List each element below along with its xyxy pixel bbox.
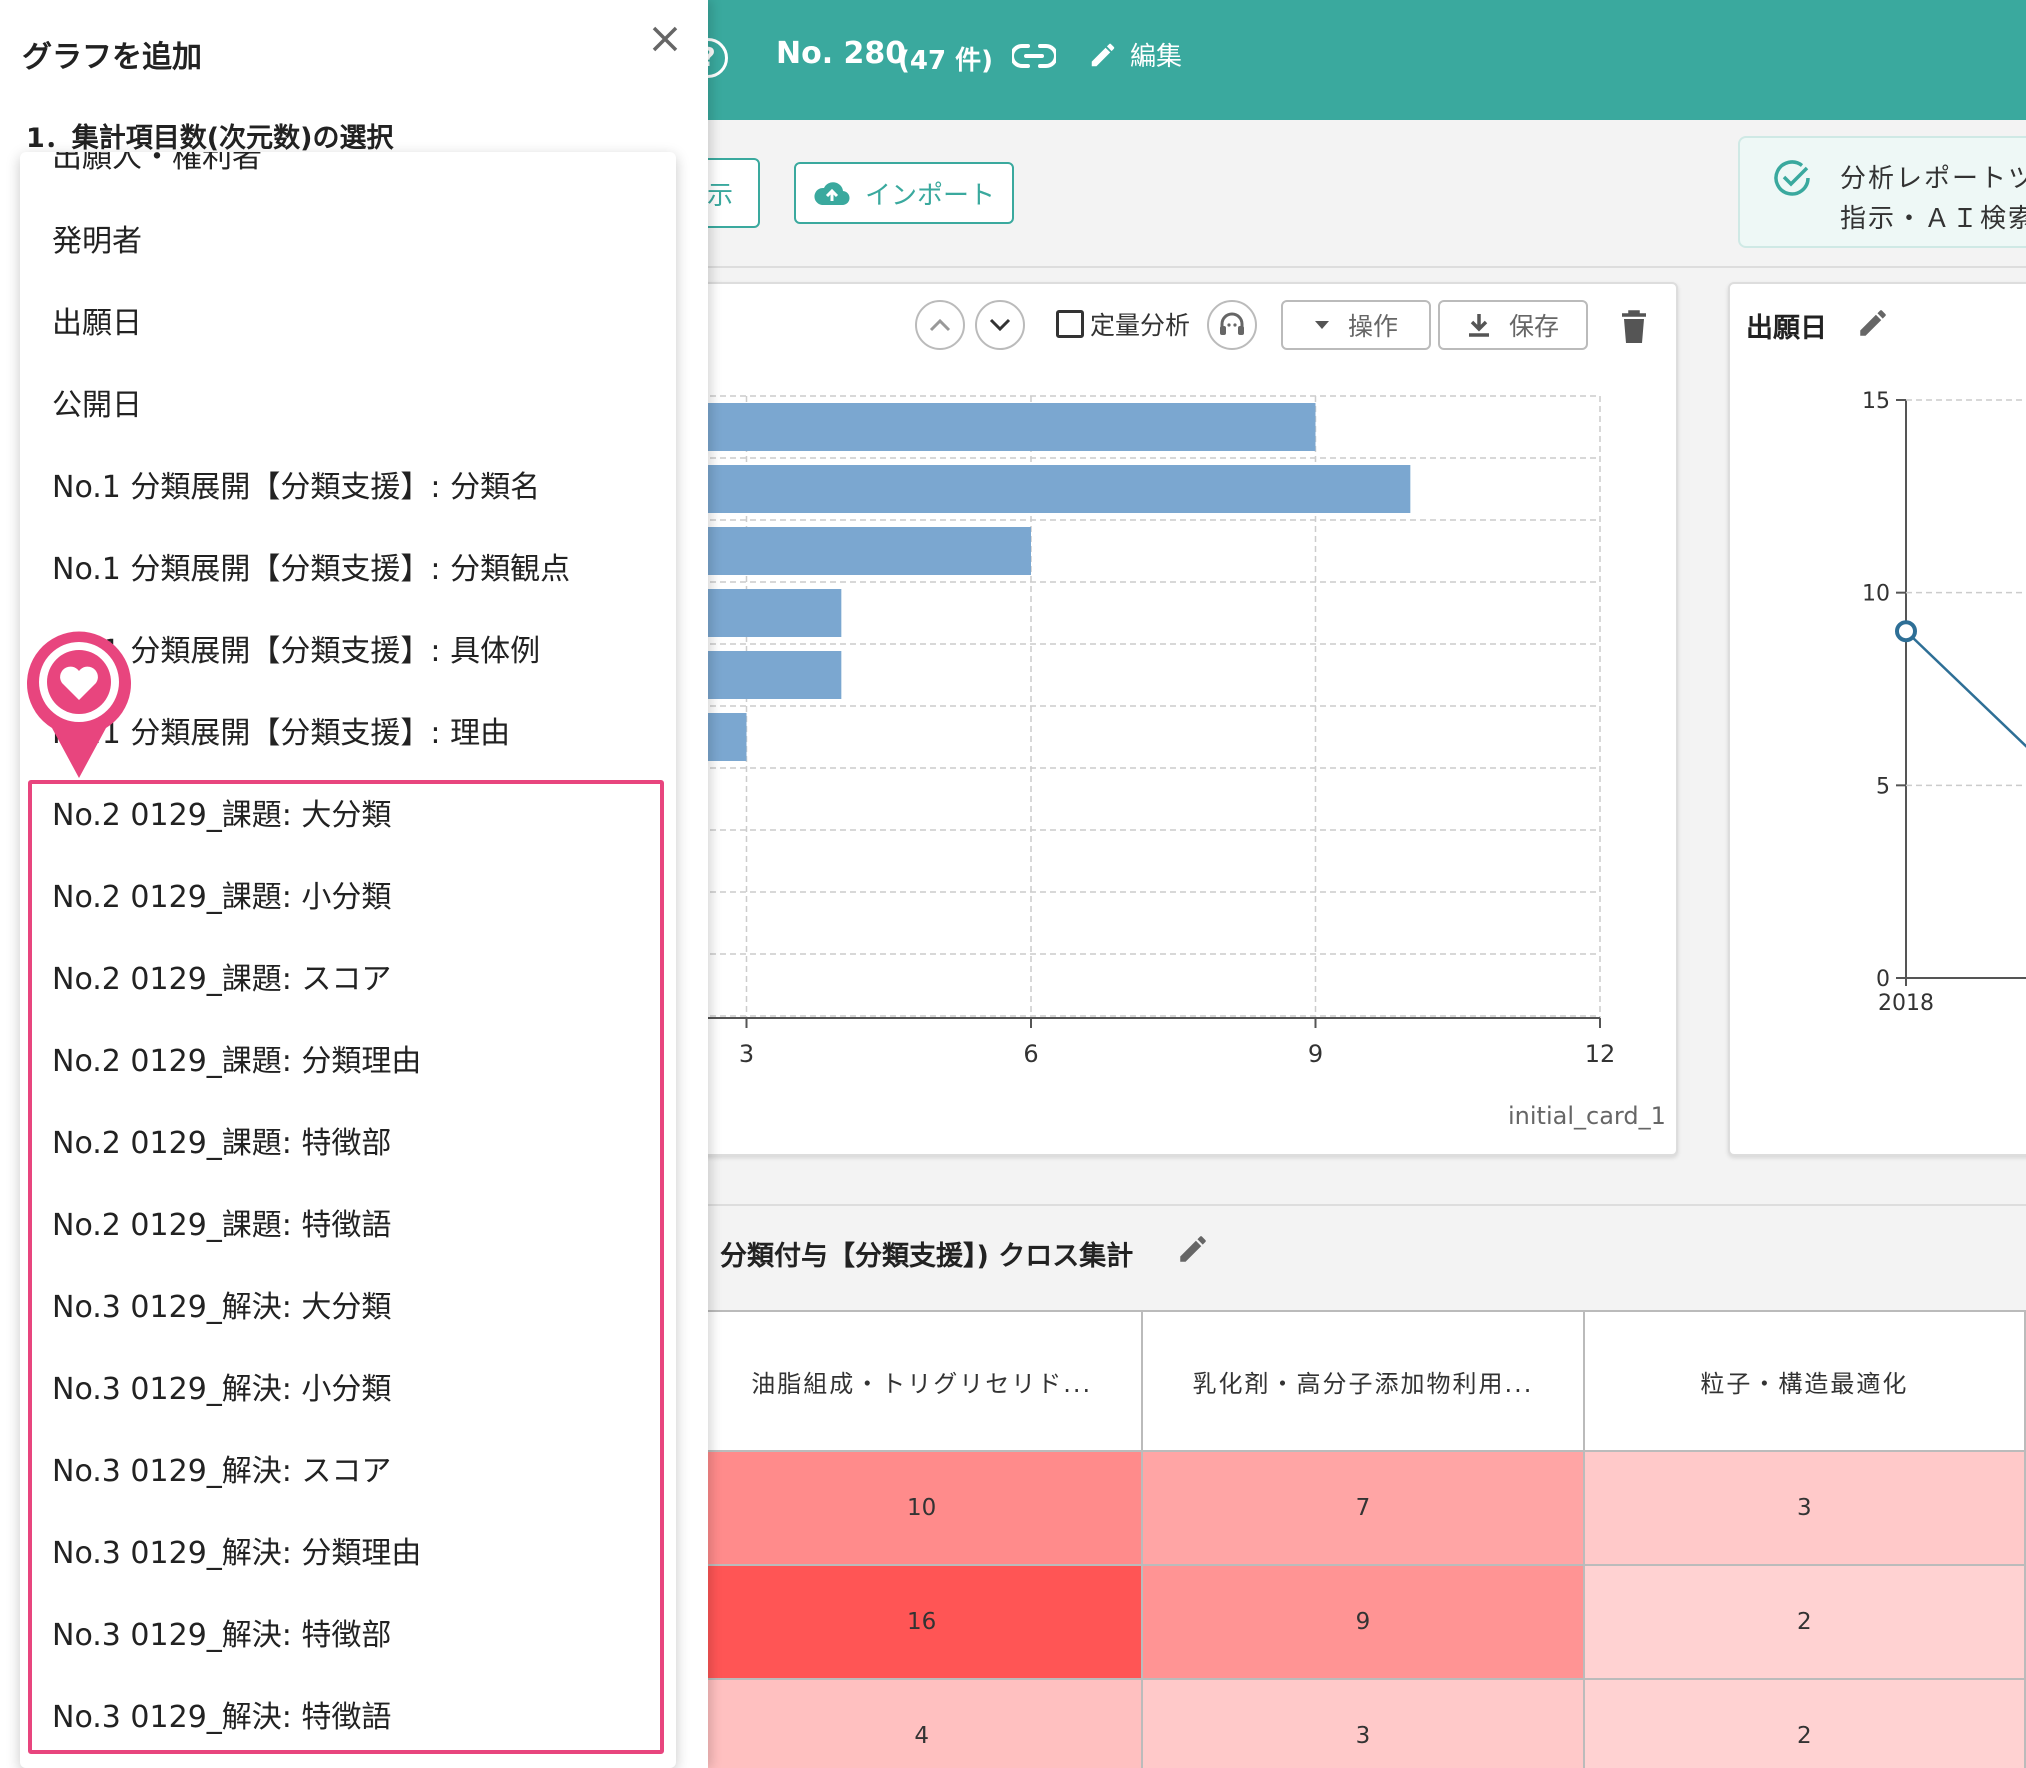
table-cell[interactable]: 9: [1141, 1564, 1585, 1680]
cloud-upload-icon: [814, 182, 850, 206]
step-label: 1．集計項目数(次元数)の選択: [26, 123, 394, 154]
pencil-icon: [1091, 43, 1115, 66]
table-row: 4 3 2: [699, 1678, 2026, 1768]
table-cell[interactable]: 3: [1582, 1450, 2026, 1566]
notice-line-1: 分析レポートツ: [1840, 164, 2026, 194]
menu-item[interactable]: 出願人・権利者: [52, 152, 262, 175]
divider: [708, 266, 2026, 268]
table-header-cell: 乳化剤・高分子添加物利用...: [1141, 1310, 1585, 1452]
table-cell[interactable]: 2: [1582, 1678, 2026, 1768]
table-cell[interactable]: 7: [1141, 1450, 1585, 1566]
table-header-row: 油脂組成・トリグリセリド... 乳化剤・高分子添加物利用... 粒子・構造最適化: [699, 1310, 2026, 1452]
menu-item[interactable]: 出願日: [52, 306, 142, 341]
ai-notice-banner: 分析レポートツ 指示・ＡＩ検索: [1738, 136, 2026, 248]
table-row: 16 9 2: [699, 1564, 2026, 1680]
bar: [700, 465, 1411, 513]
menu-item[interactable]: No.3 0129_解決: 小分類: [52, 1372, 392, 1407]
close-icon[interactable]: [646, 20, 684, 58]
add-graph-drawer: グラフを追加 1．集計項目数(次元数)の選択 出願人・権利者 発明者 出願日 公…: [0, 0, 708, 1768]
operations-label: 操作: [1347, 312, 1398, 341]
table-cell[interactable]: 2: [1582, 1564, 2026, 1680]
edit-label: 編集: [1130, 42, 1183, 72]
divider: [708, 1204, 2026, 1206]
menu-item[interactable]: No.2 0129_課題: 特徴部: [52, 1126, 392, 1161]
trash-icon[interactable]: [1620, 310, 1648, 344]
menu-item[interactable]: No.3 0129_解決: 特徴部: [52, 1618, 392, 1653]
bar: [700, 589, 842, 637]
support-button[interactable]: [1207, 300, 1257, 350]
quant-analysis-checkbox[interactable]: [1056, 310, 1084, 338]
operations-button[interactable]: 操作: [1281, 300, 1431, 350]
record-count: (47 件): [898, 46, 993, 76]
import-label: インポート: [864, 180, 995, 211]
move-up-button[interactable]: [915, 300, 965, 350]
menu-item[interactable]: No.3 0129_解決: 分類理由: [52, 1536, 422, 1571]
chevron-down-icon: [989, 318, 1011, 332]
menu-item[interactable]: No.3 0129_解決: スコア: [52, 1454, 392, 1489]
menu-item[interactable]: No.2 0129_課題: 大分類: [52, 798, 392, 833]
x-tick-label: 6: [1023, 1040, 1038, 1068]
table-cell[interactable]: 10: [699, 1450, 1144, 1566]
x-tick-label: 12: [1585, 1040, 1616, 1068]
menu-item[interactable]: 公開日: [52, 388, 142, 423]
show-label: 示: [706, 180, 733, 211]
menu-item[interactable]: 発明者: [52, 224, 142, 259]
menu-item[interactable]: No.1 分類展開【分類支援】: 具体例: [52, 634, 541, 669]
record-number: No. 280: [776, 36, 907, 71]
menu-item[interactable]: No.2 0129_課題: 小分類: [52, 880, 392, 915]
notice-line-2: 指示・ＡＩ検索: [1840, 204, 2026, 234]
line-chart-title: 出願日: [1746, 313, 1827, 344]
pencil-icon[interactable]: [1856, 306, 1890, 340]
cross-table: 油脂組成・トリグリセリド... 乳化剤・高分子添加物利用... 粒子・構造最適化…: [699, 1310, 2026, 1768]
pencil-icon[interactable]: [1176, 1232, 1210, 1266]
table-cell[interactable]: 16: [699, 1564, 1144, 1680]
highlight-frame: [28, 780, 664, 1754]
menu-item[interactable]: No.3 0129_解決: 大分類: [52, 1290, 392, 1325]
heart-pin-icon: [27, 631, 131, 778]
menu-item[interactable]: No.3 0129_解決: 特徴語: [52, 1700, 392, 1735]
x-tick-label: 3: [739, 1040, 754, 1068]
move-down-button[interactable]: [975, 300, 1025, 350]
download-icon: [1468, 314, 1489, 337]
edit-button[interactable]: 編集: [1088, 36, 1182, 73]
menu-item[interactable]: No.2 0129_課題: スコア: [52, 962, 392, 997]
table-cell[interactable]: 4: [699, 1678, 1144, 1768]
caret-down-icon: [1314, 321, 1329, 329]
dimension-dropdown-menu: 出願人・権利者 発明者 出願日 公開日 No.1 分類展開【分類支援】: 分類名…: [20, 152, 676, 1768]
x-tick-label: 2018: [1878, 991, 1934, 1016]
table-header-cell: 粒子・構造最適化: [1582, 1310, 2026, 1452]
bar: [700, 527, 1031, 575]
menu-item[interactable]: No.1 分類展開【分類支援】: 分類観点: [52, 552, 571, 587]
y-tick-label: 0: [1876, 967, 1890, 992]
save-button[interactable]: 保存: [1438, 300, 1588, 350]
bar: [700, 403, 1316, 451]
menu-item[interactable]: No.1 分類展開【分類支援】: 理由: [52, 716, 511, 751]
table-row: 10 7 3: [699, 1450, 2026, 1566]
drawer-title: グラフを追加: [22, 40, 202, 75]
table-header-cell: 油脂組成・トリグリセリド...: [699, 1310, 1144, 1452]
table-cell[interactable]: 3: [1141, 1678, 1585, 1768]
card-id-label: initial_card_1: [1508, 1102, 1666, 1130]
chevron-up-icon: [929, 318, 951, 332]
data-point: [1895, 620, 1917, 643]
x-tick-label: 9: [1308, 1040, 1323, 1068]
menu-item[interactable]: No.2 0129_課題: 分類理由: [52, 1044, 422, 1079]
headset-icon: [1220, 312, 1244, 335]
y-tick-label: 15: [1862, 389, 1890, 414]
quant-analysis-label: 定量分析: [1090, 311, 1191, 340]
line-chart-card: [1728, 282, 2026, 1156]
y-tick-label: 10: [1862, 582, 1890, 607]
menu-item[interactable]: No.1 分類展開【分類支援】: 分類名: [52, 470, 541, 505]
y-tick-label: 5: [1876, 774, 1890, 799]
menu-item[interactable]: No.2 0129_課題: 特徴語: [52, 1208, 392, 1243]
save-label: 保存: [1508, 312, 1559, 341]
cross-table-title: 分類付与【分類支援】) クロス集計: [720, 1241, 1134, 1272]
bar: [700, 651, 842, 699]
import-button[interactable]: インポート: [794, 162, 1014, 224]
series-line: [1905, 630, 2026, 748]
check-circle-icon: [1774, 160, 1810, 196]
